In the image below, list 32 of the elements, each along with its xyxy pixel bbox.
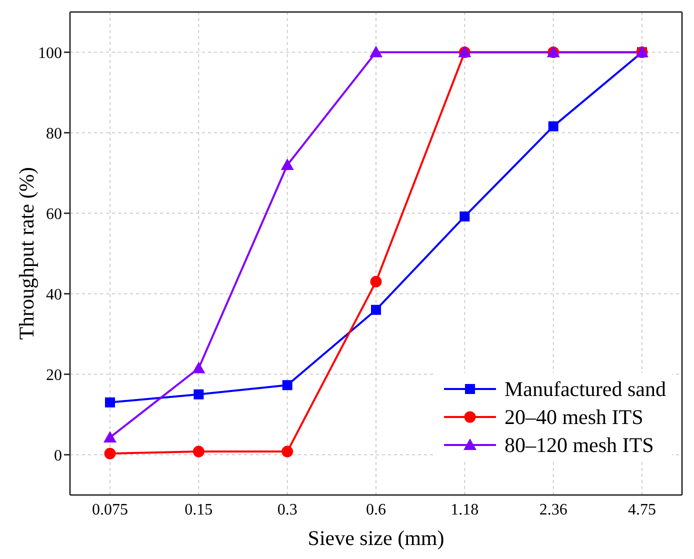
y-tick-label: 20	[46, 366, 62, 384]
point	[104, 448, 116, 460]
point	[548, 121, 558, 132]
legend-label: 20–40 mesh ITS	[504, 404, 644, 431]
legend-label: Manufactured sand	[504, 376, 666, 403]
point	[280, 158, 294, 170]
x-tick-label: 2.36	[539, 501, 568, 518]
y-axis-title: Throughput rate (%)	[14, 167, 38, 340]
point	[460, 211, 470, 222]
point	[371, 304, 381, 315]
y-tick-label: 0	[54, 447, 62, 464]
point	[282, 446, 294, 458]
y-tick-label: 100	[38, 44, 62, 62]
point	[370, 276, 382, 288]
x-tick-label: 0.075	[92, 501, 128, 518]
point	[370, 46, 382, 58]
x-tick-label: 0.15	[184, 501, 213, 518]
x-tick-label: 0.3	[277, 501, 298, 518]
y-tick-label: 60	[46, 206, 62, 223]
y-tick-label: 40	[46, 286, 62, 304]
point	[192, 446, 204, 458]
y-tick-label: 80	[46, 125, 62, 142]
x-tick-label: 1.18	[450, 501, 479, 518]
point	[105, 397, 115, 408]
point	[104, 430, 116, 442]
point	[192, 362, 206, 374]
x-tick-label: 0.6	[366, 501, 386, 518]
legend-label: 80–120 mesh ITS	[504, 432, 654, 459]
x-tick-label: 4.75	[628, 501, 656, 518]
x-axis-title: Sieve size (mm)	[308, 526, 444, 550]
point	[282, 380, 292, 390]
point	[194, 389, 204, 400]
